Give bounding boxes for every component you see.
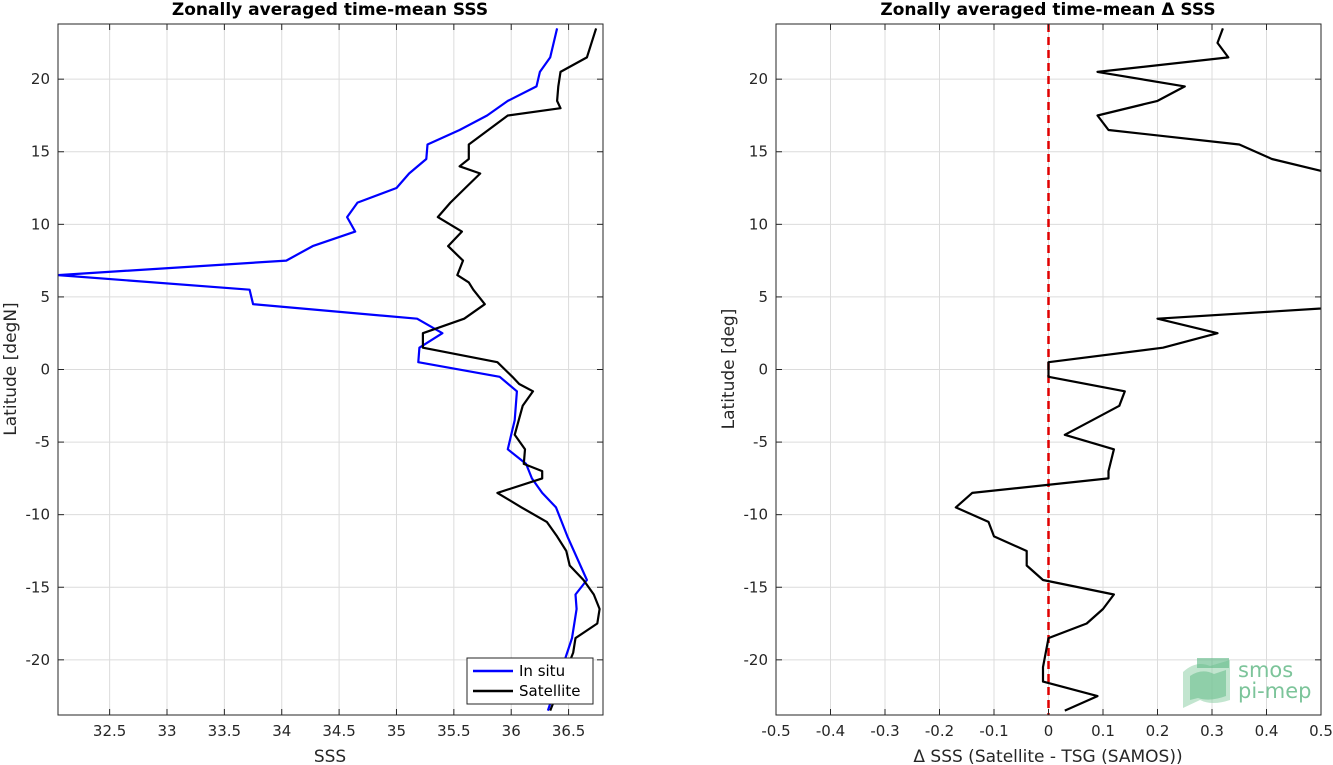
left-y-ticks: -20 -15 -10 -5 0 5 10 15 20	[26, 70, 603, 669]
left-y-tick-label: -20	[26, 651, 51, 669]
right-y-axis-label: Latitude [deg]	[719, 309, 739, 430]
right-y-tick-label: -5	[753, 433, 768, 451]
right-y-tick-label: 20	[749, 70, 768, 88]
left-series-group	[58, 28, 601, 712]
left-x-tick-label: 33.5	[208, 722, 241, 740]
logo-line-2: pi-mep	[1238, 679, 1311, 703]
right-x-tick-label: 0.4	[1255, 722, 1279, 740]
right-x-tick-label: 0	[1044, 722, 1054, 740]
left-x-tick-label: 35.5	[437, 722, 470, 740]
left-y-tick-label: 10	[31, 215, 50, 233]
left-x-tick-label: 34	[272, 722, 291, 740]
right-x-tick-label: -0.2	[925, 722, 954, 740]
left-y-tick-label: 5	[40, 288, 50, 306]
logo-bar-icon	[1197, 658, 1229, 668]
right-y-tick-label: 15	[749, 143, 768, 161]
left-y-tick-label: -5	[35, 433, 50, 451]
left-series-line-in-situ	[58, 28, 589, 711]
right-x-tick-label: 0.1	[1091, 722, 1115, 740]
left-x-ticks: 32.5 33 33.5 34 34.5 35 35.5 36 36.5	[93, 24, 585, 740]
right-y-tick-label: -20	[744, 651, 769, 669]
legend: In situ Satellite	[466, 657, 594, 705]
left-x-tick-label: 36	[502, 722, 521, 740]
legend-satellite-label: Satellite	[519, 682, 580, 700]
right-x-tick-label: -0.4	[816, 722, 845, 740]
left-chart-title: Zonally averaged time-mean SSS	[172, 0, 488, 20]
legend-in-situ-label: In situ	[519, 662, 565, 680]
left-x-tick-label: 34.5	[322, 722, 355, 740]
logo-waves-icon-layer	[1190, 670, 1226, 700]
left-x-tick-label: 32.5	[93, 722, 126, 740]
right-series-line-delta-sss	[954, 28, 1321, 712]
right-x-tick-label: -0.1	[979, 722, 1008, 740]
left-x-axis-label: SSS	[314, 747, 346, 765]
right-y-tick-label: 0	[758, 361, 768, 379]
right-y-ticks: -20 -15 -10 -5 0 5 10 15 20	[744, 70, 1321, 669]
right-y-tick-label: 5	[758, 288, 768, 306]
smos-pi-mep-logo: smos pi-mep	[1183, 658, 1311, 708]
left-y-tick-label: -10	[26, 506, 51, 524]
right-chart-panel: smos pi-mep -0.5 -0.4 -0.3 -0.2 -0.1 0 0.1 0.2 0…	[719, 0, 1333, 765]
left-series-line-satellite	[421, 28, 601, 712]
right-y-tick-label: 10	[749, 215, 768, 233]
logo-line-1: smos	[1238, 658, 1293, 682]
right-x-tick-label: -0.3	[870, 722, 899, 740]
right-x-axis-label: Δ SSS (Satellite - TSG (SAMOS))	[913, 747, 1182, 765]
right-x-tick-label: 0.3	[1200, 722, 1224, 740]
right-x-tick-label: 0.2	[1146, 722, 1170, 740]
left-y-tick-label: 0	[40, 361, 50, 379]
left-chart-panel: 32.5 33 33.5 34 34.5 35 35.5 36 36.5 -20 -15 -10 -5…	[1, 0, 604, 765]
left-y-tick-label: -15	[26, 578, 51, 596]
right-series-group	[954, 28, 1321, 712]
left-y-tick-label: 20	[31, 70, 50, 88]
right-x-tick-label: -0.5	[761, 722, 790, 740]
left-x-tick-label: 36.5	[552, 722, 585, 740]
right-y-tick-label: -10	[744, 506, 769, 524]
right-x-tick-label: 0.5	[1309, 722, 1333, 740]
right-chart-title: Zonally averaged time-mean Δ SSS	[880, 0, 1215, 20]
left-y-tick-label: 15	[31, 143, 50, 161]
legend-box	[466, 657, 594, 705]
right-y-tick-label: -15	[744, 578, 769, 596]
left-x-tick-label: 33	[157, 722, 176, 740]
right-x-ticks: -0.5 -0.4 -0.3 -0.2 -0.1 0 0.1 0.2 0.3 0.4 0.5	[761, 24, 1333, 740]
left-x-tick-label: 35	[387, 722, 406, 740]
left-y-axis-label: Latitude [degN]	[1, 302, 21, 435]
